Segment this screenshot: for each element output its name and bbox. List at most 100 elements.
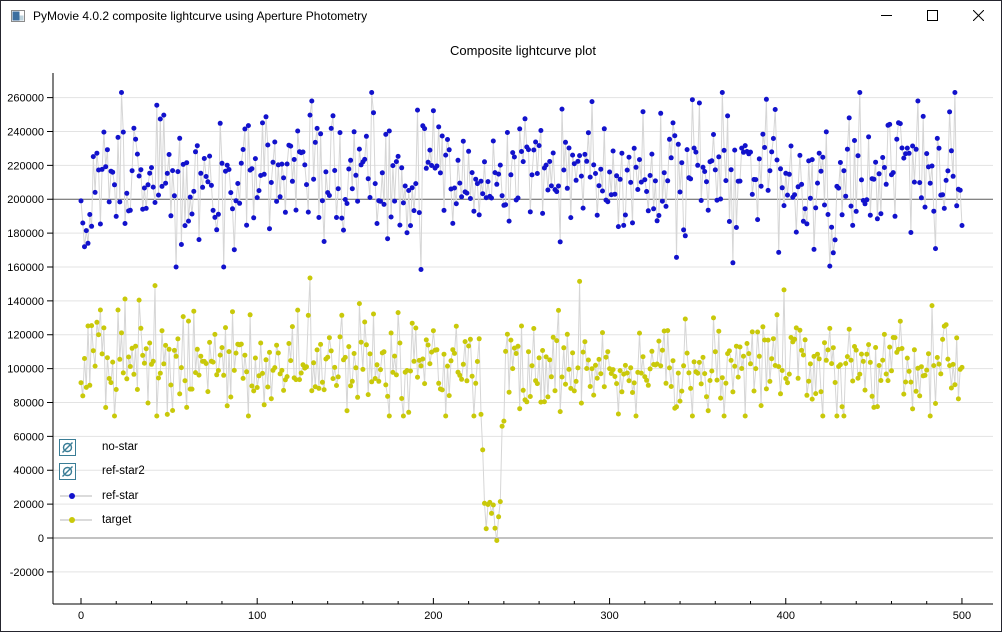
data-point — [515, 195, 521, 201]
data-point — [415, 374, 420, 380]
data-point — [589, 366, 595, 372]
data-point — [353, 365, 359, 371]
data-point — [605, 199, 611, 205]
data-point — [383, 131, 389, 137]
data-point — [876, 171, 882, 177]
data-point — [584, 366, 590, 371]
data-point — [647, 366, 653, 372]
data-point — [235, 181, 241, 186]
data-point — [926, 351, 931, 357]
data-point — [399, 396, 405, 401]
data-point — [911, 179, 917, 185]
data-point — [392, 353, 398, 359]
data-point — [238, 160, 244, 166]
legend-item-ref-star2[interactable]: ref-star2 — [59, 459, 145, 483]
data-point — [282, 209, 288, 215]
data-point — [196, 237, 202, 243]
data-point — [173, 264, 179, 270]
data-point — [548, 183, 554, 189]
data-point — [901, 391, 907, 397]
data-point — [610, 367, 616, 373]
legend-item-ref-star[interactable]: ref-star — [59, 484, 145, 508]
data-point — [207, 339, 213, 345]
data-point — [351, 351, 357, 356]
data-point — [823, 129, 829, 135]
data-point — [748, 361, 753, 367]
data-point — [193, 370, 198, 376]
data-point — [85, 240, 91, 246]
title-bar[interactable]: PyMovie 4.0.2 composite lightcurve using… — [1, 1, 1001, 30]
data-point — [584, 158, 590, 164]
data-point — [554, 338, 560, 344]
data-point — [531, 326, 537, 331]
data-point — [178, 365, 184, 371]
data-point — [556, 183, 561, 189]
data-point — [314, 347, 320, 353]
data-point — [899, 145, 905, 151]
data-point — [422, 126, 428, 132]
data-point — [355, 394, 361, 400]
data-point — [499, 193, 505, 199]
close-button[interactable] — [955, 1, 1001, 30]
data-point — [795, 184, 801, 190]
data-point — [922, 372, 928, 378]
data-point — [120, 370, 126, 376]
data-point — [843, 193, 849, 199]
maximize-button[interactable] — [909, 1, 955, 30]
data-point — [337, 130, 343, 136]
data-point — [427, 147, 433, 153]
data-point — [630, 390, 635, 395]
legend-item-target[interactable]: target — [59, 508, 145, 532]
data-point — [534, 171, 540, 176]
minimize-button[interactable] — [863, 1, 909, 30]
data-point — [638, 370, 644, 376]
data-point — [469, 170, 475, 176]
data-point — [245, 123, 251, 129]
plot-region: -20000 0 20000 40000 60000 80000 100000 120000 1… — [1, 30, 1001, 631]
data-point — [134, 387, 140, 392]
window-title: PyMovie 4.0.2 composite lightcurve using… — [33, 8, 368, 23]
data-point — [769, 149, 775, 155]
data-point — [661, 170, 667, 176]
data-point — [268, 180, 274, 185]
data-point — [774, 157, 780, 163]
data-point — [809, 157, 815, 163]
data-point — [339, 312, 345, 318]
data-point — [548, 374, 554, 380]
data-point — [372, 181, 378, 187]
data-point — [120, 129, 126, 135]
data-point — [601, 384, 607, 390]
data-point — [237, 200, 243, 206]
data-point — [633, 413, 639, 419]
data-point — [557, 409, 563, 415]
lightcurve-chart[interactable]: -20000 0 20000 40000 60000 80000 100000 120000 1… — [1, 30, 1001, 631]
data-point — [709, 158, 715, 164]
data-point — [513, 351, 519, 356]
data-point — [133, 343, 139, 349]
data-point — [300, 149, 306, 155]
data-point — [404, 230, 410, 236]
data-point — [827, 263, 833, 269]
data-point — [626, 154, 632, 160]
x-tick-label: 100 — [248, 610, 266, 622]
data-point — [813, 205, 819, 211]
data-point — [483, 526, 489, 532]
data-point — [906, 150, 912, 156]
data-point — [674, 404, 679, 410]
data-point — [566, 366, 572, 372]
data-point — [437, 170, 443, 176]
data-point — [379, 170, 385, 176]
data-point — [191, 308, 197, 314]
data-point — [194, 143, 200, 149]
data-point — [374, 362, 380, 368]
data-point — [372, 376, 378, 381]
data-point — [940, 192, 946, 198]
data-point — [723, 178, 729, 184]
data-point — [585, 357, 591, 363]
data-point — [587, 174, 593, 180]
data-point — [906, 368, 912, 374]
legend-item-no-star[interactable]: no-star — [59, 435, 145, 459]
data-point — [159, 328, 165, 334]
data-point — [171, 347, 177, 353]
data-point — [439, 133, 445, 139]
